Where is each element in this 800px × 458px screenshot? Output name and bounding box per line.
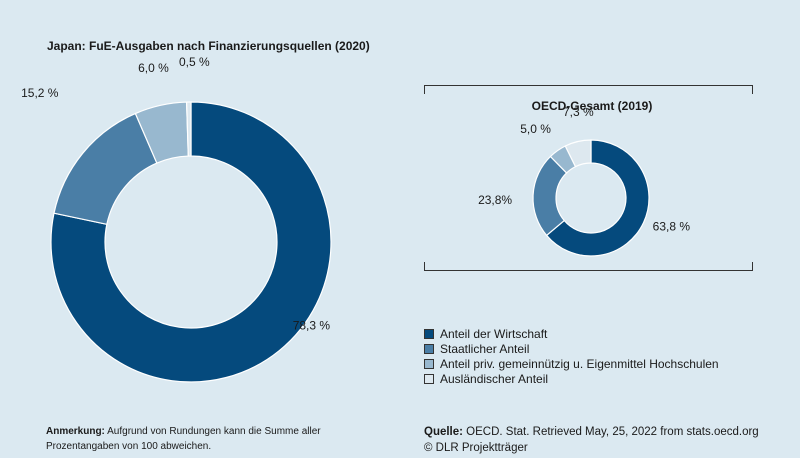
legend-item-staat: Staatlicher Anteil: [424, 341, 719, 356]
oecd-data-label-1: 23,8%: [478, 193, 512, 207]
legend: Anteil der Wirtschaft Staatlicher Anteil…: [424, 326, 719, 386]
japan-slice-3: [185, 101, 192, 157]
footnote: Anmerkung: Aufgrund von Rundungen kann d…: [46, 424, 376, 454]
note-label: Anmerkung:: [46, 426, 105, 437]
legend-swatch: [424, 373, 434, 384]
source-text: OECD. Stat. Retrieved May, 25, 2022 from…: [462, 426, 759, 438]
legend-item-privat-hochschulen: Anteil priv. gemeinnützig u. Eigenmittel…: [424, 356, 719, 371]
oecd-slice-0: [545, 139, 650, 257]
legend-swatch: [424, 328, 434, 339]
legend-item-wirtschaft: Anteil der Wirtschaft: [424, 326, 719, 341]
japan-slice-0: [50, 101, 332, 383]
copyright: © DLR Projektträger: [424, 442, 528, 454]
japan-data-label-0: 78,3 %: [293, 319, 331, 333]
oecd-bracket-top: [424, 85, 753, 94]
legend-label: Anteil der Wirtschaft: [440, 326, 548, 341]
main-chart-title: Japan: FuE-Ausgaben nach Finanzierungsqu…: [47, 39, 370, 53]
legend-label: Anteil priv. gemeinnützig u. Eigenmittel…: [440, 356, 719, 371]
oecd-data-label-2: 5,0 %: [520, 122, 551, 136]
source: Quelle: OECD. Stat. Retrieved May, 25, 2…: [424, 424, 794, 456]
source-line: Quelle: OECD. Stat. Retrieved May, 25, 2…: [424, 424, 794, 440]
oecd-slice-3: [564, 139, 592, 168]
note-text: Aufgrund von Rundungen kann die Summe al…: [46, 426, 321, 452]
japan-data-label-3: 0,5 %: [179, 55, 210, 69]
oecd-bracket-bottom: [424, 262, 753, 271]
oecd-data-label-0: 63,8 %: [653, 220, 691, 234]
legend-label: Ausländischer Anteil: [440, 371, 549, 386]
japan-data-label-1: 15,2 %: [21, 86, 59, 100]
legend-item-ausland: Ausländischer Anteil: [424, 371, 719, 386]
japan-data-label-2: 6,0 %: [138, 61, 169, 75]
legend-swatch: [424, 358, 434, 369]
oecd-chart-title: OECD-Gesamt (2019): [531, 99, 653, 113]
legend-swatch: [424, 343, 434, 354]
source-label: Quelle:: [424, 426, 463, 438]
japan-slice-1: [53, 112, 158, 226]
oecd-data-label-3: 7,3 %: [563, 105, 594, 119]
legend-label: Staatlicher Anteil: [440, 341, 530, 356]
